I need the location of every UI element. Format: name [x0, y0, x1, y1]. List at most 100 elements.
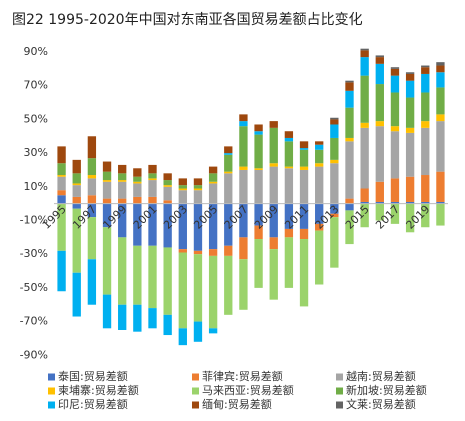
bar-segment [360, 203, 369, 228]
bar-segment [436, 121, 445, 172]
bar-segment [72, 196, 81, 204]
bar-segment [405, 97, 415, 128]
bar-segment [118, 237, 127, 305]
bar-segment [390, 126, 400, 132]
bar-segment [284, 203, 294, 229]
bar-segment [436, 114, 445, 122]
bar-segment [72, 203, 81, 209]
bar-segment [148, 245, 157, 309]
bar-segment [163, 173, 172, 181]
bar-segment [284, 168, 294, 204]
bar-segment [163, 200, 172, 204]
bar-segment [375, 84, 384, 122]
bar-segment [118, 198, 127, 204]
bar-segment [87, 259, 97, 305]
legend-swatch [48, 401, 55, 409]
legend-label: 菲律宾:贸易差额 [202, 369, 283, 383]
bar-segment [163, 314, 172, 336]
bar-segment [345, 198, 354, 204]
bar-segment [330, 117, 339, 120]
bar-segment [315, 230, 324, 285]
bar-segment [269, 121, 278, 128]
bar-segment [421, 73, 430, 93]
bar-segment [224, 146, 233, 154]
legend-swatch [48, 387, 55, 395]
legend-label: 新加坡:贸易差额 [346, 383, 427, 397]
bar-segment [436, 65, 445, 73]
bar-segment [405, 72, 415, 74]
bar-segment [330, 217, 339, 268]
bar-segment [133, 181, 142, 184]
y-tick-label: -50% [20, 281, 48, 294]
bar-segment [254, 134, 263, 169]
bar-segment [345, 82, 354, 91]
bar-segment [405, 80, 415, 98]
bar-segment [375, 203, 384, 221]
bar-segment [133, 196, 142, 204]
bar-segment [284, 131, 294, 138]
y-tick-label: -10% [20, 214, 48, 227]
bar-segment [224, 153, 233, 155]
bar-segment [284, 141, 294, 167]
bar-segment [57, 190, 66, 196]
bar-segment [254, 169, 263, 204]
bar-segment [315, 141, 324, 145]
bar-segment [208, 255, 218, 329]
bar-segment [118, 181, 127, 199]
bar-segment [163, 180, 172, 186]
bar-segment [345, 137, 354, 142]
bar-segment [57, 163, 66, 176]
legend-swatch [48, 373, 55, 381]
bar-segment [436, 87, 445, 115]
bar-segment [57, 250, 66, 292]
legend-label: 柬埔寨:贸易差额 [58, 383, 139, 397]
bar-segment [436, 201, 445, 204]
legend-swatch [192, 373, 199, 381]
bar-segment [118, 173, 127, 181]
bar-segment [57, 195, 66, 204]
bar-segment [133, 245, 142, 305]
legend-label: 泰国:贸易差额 [58, 369, 128, 383]
bar-segment [405, 201, 415, 204]
bar-segment [421, 175, 430, 202]
bar-segment [102, 203, 112, 228]
legend-swatch [192, 401, 199, 409]
bar-segment [299, 169, 309, 204]
bar-segment [390, 92, 400, 127]
bar-segment [208, 328, 218, 334]
bar-segment [299, 148, 309, 150]
bar-segment [269, 203, 278, 238]
legend-swatch [336, 387, 343, 395]
legend-swatch [192, 387, 199, 395]
bar-segment [360, 50, 369, 58]
bar-segment [360, 57, 369, 76]
bar-segment [390, 131, 400, 179]
bar-segment [208, 249, 218, 256]
bar-segment [102, 294, 112, 329]
bar-segment [148, 178, 157, 181]
bar-segment [390, 75, 400, 93]
bar-segment [284, 237, 294, 288]
y-tick-label: 10% [24, 180, 48, 193]
bar-segment [193, 188, 203, 191]
bar-segment [436, 203, 445, 226]
bar-segment [330, 119, 339, 125]
bar-segment [269, 237, 278, 250]
bar-segment [178, 252, 187, 329]
y-tick-label: -70% [20, 315, 48, 328]
bar-segment [193, 250, 203, 255]
bar-segment [133, 176, 142, 182]
bar-segment [345, 203, 354, 211]
legend-label: 越南:贸易差额 [346, 369, 416, 383]
bar-segment [330, 163, 339, 204]
bar-segment [390, 68, 400, 76]
bar-segment [163, 247, 172, 315]
bar-segment [330, 124, 339, 138]
bar-segment [421, 201, 430, 204]
bar-segment [421, 65, 430, 68]
bar-segment [360, 127, 369, 189]
bar-segment [178, 249, 187, 253]
bar-segment [224, 154, 233, 172]
bar-segment [72, 272, 81, 317]
bar-segment [57, 175, 66, 177]
